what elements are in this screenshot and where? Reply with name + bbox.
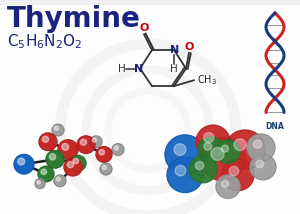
- Circle shape: [46, 150, 64, 168]
- Circle shape: [38, 166, 54, 182]
- Circle shape: [222, 159, 254, 191]
- Text: N: N: [170, 45, 180, 55]
- Text: C$_5$H$_6$N$_2$O$_2$: C$_5$H$_6$N$_2$O$_2$: [7, 32, 82, 51]
- Circle shape: [234, 139, 246, 150]
- Text: H: H: [170, 64, 178, 74]
- Circle shape: [42, 136, 49, 142]
- Circle shape: [90, 136, 102, 148]
- Circle shape: [196, 125, 230, 158]
- Circle shape: [41, 169, 46, 174]
- Circle shape: [195, 162, 204, 170]
- Circle shape: [247, 134, 275, 161]
- FancyBboxPatch shape: [0, 4, 300, 214]
- Circle shape: [37, 181, 40, 184]
- Circle shape: [175, 165, 186, 176]
- Circle shape: [67, 162, 74, 168]
- Circle shape: [250, 155, 276, 180]
- Circle shape: [198, 137, 224, 162]
- Circle shape: [64, 158, 82, 176]
- Circle shape: [221, 180, 229, 187]
- Circle shape: [211, 147, 224, 160]
- Circle shape: [18, 158, 25, 165]
- Circle shape: [35, 179, 45, 189]
- Circle shape: [62, 143, 69, 150]
- Circle shape: [201, 138, 245, 181]
- Circle shape: [96, 147, 112, 162]
- Circle shape: [216, 140, 240, 163]
- Text: CH$_3$: CH$_3$: [197, 73, 217, 87]
- Circle shape: [49, 154, 56, 160]
- Circle shape: [229, 166, 239, 176]
- Circle shape: [216, 175, 240, 198]
- Text: N: N: [134, 64, 144, 74]
- Circle shape: [102, 165, 106, 169]
- Circle shape: [70, 155, 86, 171]
- Circle shape: [100, 163, 112, 175]
- Circle shape: [225, 130, 265, 169]
- Circle shape: [80, 139, 87, 145]
- Text: DNA: DNA: [266, 122, 284, 131]
- Circle shape: [73, 158, 79, 164]
- Circle shape: [256, 160, 264, 168]
- Circle shape: [189, 155, 217, 183]
- Circle shape: [39, 133, 57, 150]
- Circle shape: [14, 155, 34, 174]
- Text: O: O: [139, 24, 149, 34]
- Circle shape: [253, 140, 262, 148]
- Circle shape: [58, 140, 78, 159]
- Circle shape: [167, 157, 203, 193]
- Circle shape: [54, 175, 66, 187]
- Circle shape: [92, 138, 96, 142]
- Circle shape: [56, 177, 60, 181]
- Circle shape: [204, 133, 214, 143]
- Circle shape: [221, 145, 229, 152]
- Circle shape: [99, 150, 105, 155]
- Circle shape: [112, 144, 124, 155]
- Text: Thymine: Thymine: [7, 4, 141, 33]
- Circle shape: [165, 135, 205, 174]
- Circle shape: [52, 124, 64, 136]
- Text: O: O: [184, 42, 194, 52]
- Text: H: H: [118, 64, 126, 74]
- Circle shape: [174, 144, 186, 155]
- Circle shape: [204, 143, 212, 150]
- Circle shape: [77, 136, 95, 153]
- Circle shape: [54, 126, 58, 131]
- Circle shape: [114, 146, 118, 150]
